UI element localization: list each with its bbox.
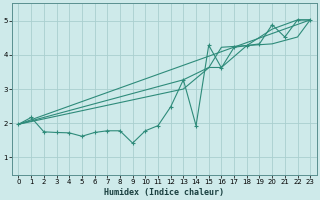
X-axis label: Humidex (Indice chaleur): Humidex (Indice chaleur) xyxy=(104,188,224,197)
